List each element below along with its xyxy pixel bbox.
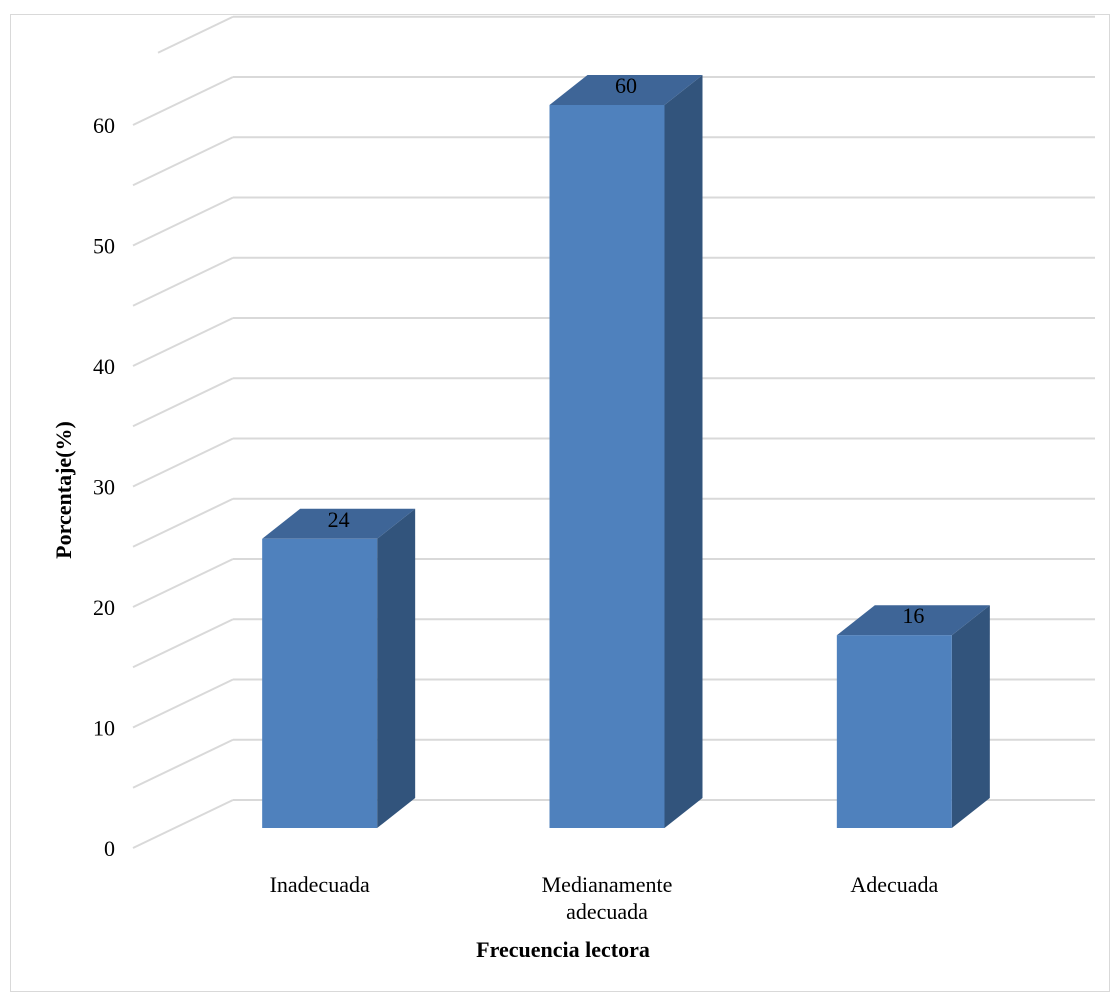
y-axis-title: Porcentaje(%): [51, 421, 76, 559]
bar-top: [262, 508, 416, 539]
data-label: 60: [615, 73, 637, 98]
bar-top: [836, 605, 990, 636]
bar: [549, 105, 665, 828]
data-label: 16: [902, 603, 924, 628]
y-tick-labels: 0 10 20 30 40 50 60: [93, 113, 115, 861]
x-axis-title: Frecuencia lectora: [476, 937, 650, 962]
y-tick-label: 40: [93, 354, 115, 379]
gridline-side: [132, 256, 234, 307]
y-tick-label: 0: [104, 836, 115, 861]
gridline-side: [132, 196, 234, 247]
gridline-side: [132, 738, 234, 789]
x-category-label: Adecuada: [850, 872, 938, 897]
gridline-side: [132, 317, 234, 367]
y-tick-label: 10: [93, 716, 115, 741]
gridline-side: [132, 136, 234, 187]
bar: [836, 635, 952, 828]
x-category-label-line: adecuada: [566, 899, 648, 924]
x-category-label-line: Medianamente: [542, 872, 673, 897]
gridline-side: [132, 437, 234, 488]
data-label: 24: [328, 507, 350, 532]
y-tick-label: 20: [93, 595, 115, 620]
gridline-side: [132, 678, 234, 729]
x-category-labels: Inadecuada Medianamente adecuada Adecuada: [270, 872, 939, 924]
gridline-side: [132, 76, 234, 126]
bars: [262, 75, 990, 828]
x-category-label-line: Adecuada: [850, 872, 938, 897]
bar-side: [664, 75, 703, 828]
gridline-side: [132, 377, 234, 428]
gridline-side: [132, 799, 234, 849]
y-tick-label: 30: [93, 475, 115, 500]
bar-side: [951, 605, 990, 828]
y-tick-label: 60: [93, 113, 115, 138]
x-category-label: Medianamente adecuada: [542, 872, 673, 924]
y-tick-label: 50: [93, 234, 115, 259]
gridline-side: [132, 558, 234, 608]
gridline-side: [132, 618, 234, 669]
gridline-side: [157, 15, 234, 54]
gridline-side: [132, 497, 234, 548]
x-category-label-line: Inadecuada: [270, 872, 370, 897]
bar-side: [377, 508, 416, 828]
bar: [262, 538, 378, 828]
bar-top: [549, 75, 703, 105]
data-labels: 24 60 16: [328, 73, 925, 628]
x-category-label: Inadecuada: [270, 872, 370, 897]
